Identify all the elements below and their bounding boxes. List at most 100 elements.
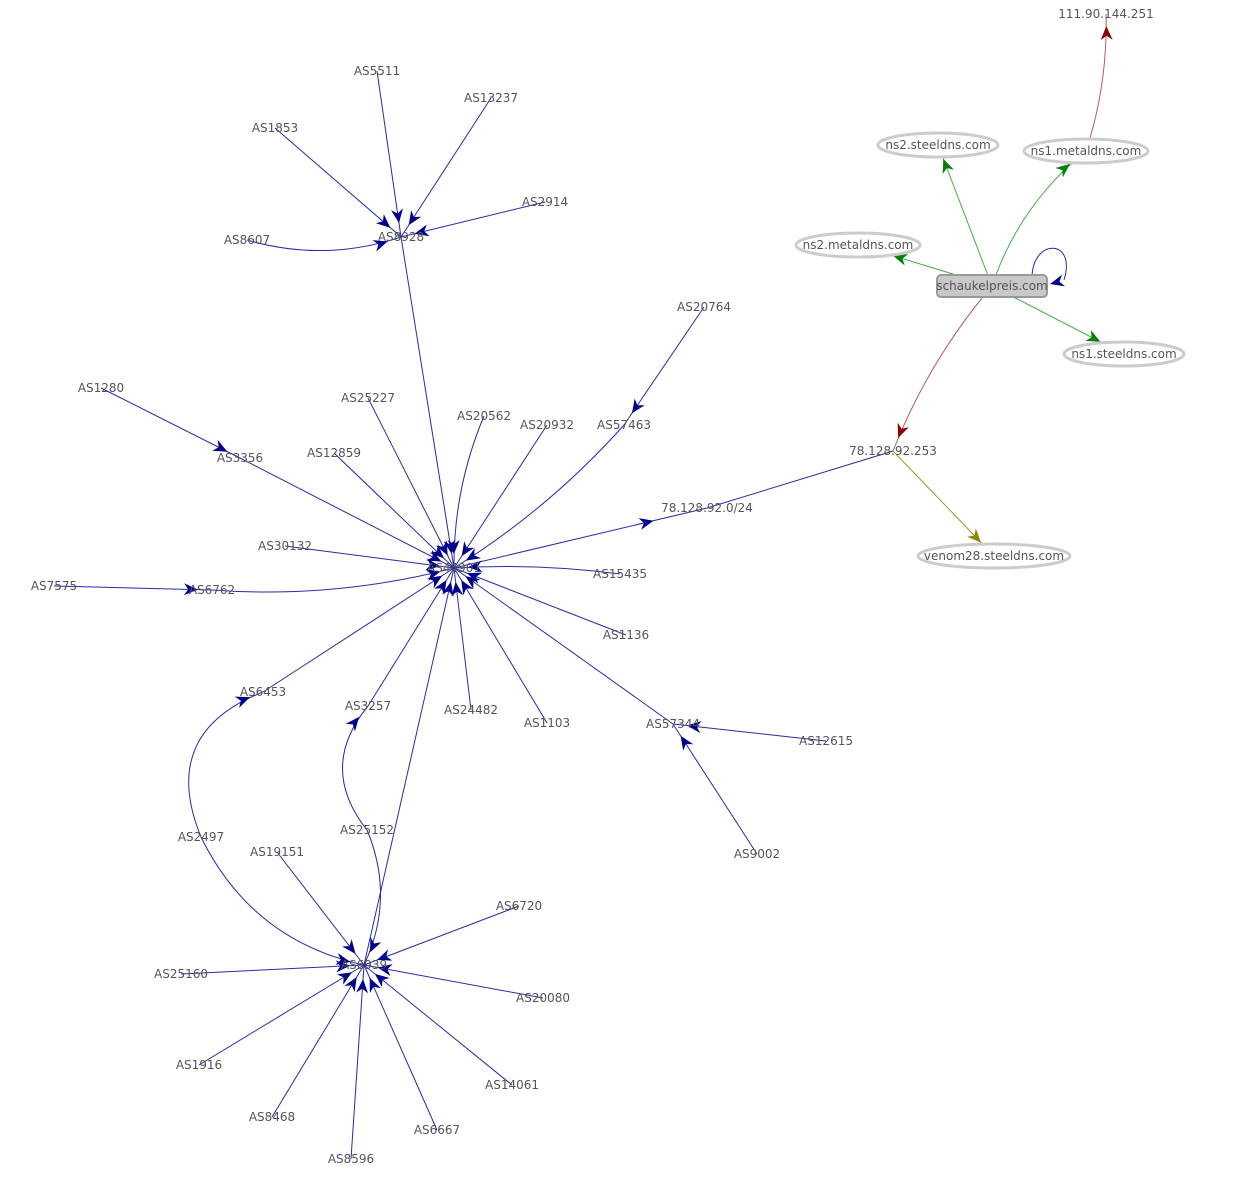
node-ns2metal[interactable]: ns2.metaldns.com [794,231,922,259]
arrowhead-icon [1100,25,1113,41]
node-as8607[interactable]: AS8607 [224,233,270,247]
node-label: ns1.steeldns.com [1071,347,1176,361]
edge-AS1853-to-AS8928[interactable] [274,127,402,238]
edge-ip1-to-prefix[interactable] [706,450,894,509]
node-as13237[interactable]: AS13237 [464,91,518,105]
edge-AS6453-to-AS44901[interactable] [262,567,455,693]
node-label: AS8928 [378,230,424,244]
node-label: AS8607 [224,233,270,247]
node-as12615[interactable]: AS12615 [799,734,853,748]
node-as20080[interactable]: AS20080 [516,991,570,1005]
edge-domain-to-ip1[interactable] [892,285,993,452]
edge-AS6762-to-AS44901[interactable] [211,567,455,593]
node-label: AS25160 [154,967,208,981]
node-label: AS6453 [240,685,286,699]
edge-AS6939-to-AS44901[interactable] [363,567,455,966]
edge-AS6720-to-AS6939[interactable] [363,905,520,966]
arrowhead-icon [426,549,442,562]
node-as6939[interactable]: AS6939 [341,958,387,972]
node-ns2steel[interactable]: ns2.steeldns.com [876,131,1000,159]
edge-AS5511-to-AS8928[interactable] [376,70,402,238]
node-as8468[interactable]: AS8468 [249,1110,295,1124]
edge-AS3356-to-AS44901[interactable] [239,457,455,569]
node-as2497[interactable]: AS2497 [178,830,224,844]
edge-AS8468-to-AS6939[interactable] [271,964,365,1118]
node-domain[interactable]: schaukelpreis.com [936,274,1048,298]
node-as25160[interactable]: AS25160 [154,967,208,981]
node-ns1steel[interactable]: ns1.steeldns.com [1062,340,1186,368]
arrowhead-icon [369,977,381,994]
node-as6453[interactable]: AS6453 [240,685,286,699]
node-as8596[interactable]: AS8596 [328,1152,374,1166]
node-as12859[interactable]: AS12859 [307,446,361,460]
node-as1103[interactable]: AS1103 [524,716,570,730]
node-label: AS1916 [176,1058,222,1072]
arrowhead-icon [461,541,475,557]
node-as57344[interactable]: AS57344 [646,717,700,731]
node-as44901[interactable]: AS44901 [427,561,481,575]
edge-AS8596-to-AS6939[interactable] [350,964,365,1160]
node-as9002[interactable]: AS9002 [734,847,780,861]
edge-domain-to-ns1metal[interactable] [991,150,1087,287]
node-as6762[interactable]: AS6762 [189,583,235,597]
node-as24482[interactable]: AS24482 [444,703,498,717]
edge-AS57463-to-AS44901[interactable] [453,424,625,569]
edge-AS2497-to-AS6939[interactable] [200,836,365,966]
node-as8928[interactable]: AS8928 [378,230,424,244]
edge-AS25160-to-AS6939[interactable] [180,964,365,975]
edge-AS25227-to-AS44901[interactable] [367,397,455,569]
arrowhead-icon [686,721,702,734]
node-as3257[interactable]: AS3257 [345,699,391,713]
edge-AS3257-to-AS44901[interactable] [367,567,455,707]
node-as20764[interactable]: AS20764 [677,300,731,314]
node-as3356[interactable]: AS3356 [217,451,263,465]
node-as25227[interactable]: AS25227 [341,391,395,405]
node-ip2[interactable]: 111.90.144.251 [1058,7,1153,21]
arrowhead-icon [447,539,460,555]
node-as1853[interactable]: AS1853 [252,121,298,135]
node-label: AS14061 [485,1078,539,1092]
node-as20932[interactable]: AS20932 [520,418,574,432]
node-as19151[interactable]: AS19151 [250,845,304,859]
node-as57463[interactable]: AS57463 [597,418,651,432]
node-as20562[interactable]: AS20562 [457,409,511,423]
arrowhead-icon [212,440,228,452]
edge-AS12859-to-AS44901[interactable] [333,452,455,569]
node-as2914[interactable]: AS2914 [522,195,568,209]
node-as6667[interactable]: AS6667 [414,1123,460,1137]
arrowhead-icon [414,224,430,237]
node-label: AS1280 [78,381,124,395]
node-ellipse [876,131,1000,159]
arrowhead-icon [391,208,403,224]
node-as25152[interactable]: AS25152 [340,823,394,837]
node-as30132[interactable]: AS30132 [258,539,312,553]
edge-AS57344-to-AS44901[interactable] [453,567,674,725]
edge-AS8928-to-AS44901[interactable] [400,236,455,569]
edge-AS2497-to-AS6453[interactable] [188,691,264,838]
node-as5511[interactable]: AS5511 [354,64,400,78]
node-ip1[interactable]: 78.128.92.253 [849,444,937,458]
edge-AS44901-to-prefix[interactable] [453,507,708,569]
node-as1916[interactable]: AS1916 [176,1058,222,1072]
node-as1280[interactable]: AS1280 [78,381,124,395]
node-as15435[interactable]: AS15435 [593,567,647,581]
node-ns1metal[interactable]: ns1.metaldns.com [1022,137,1150,165]
edge-AS6667-to-AS6939[interactable] [363,964,438,1131]
edge-AS14061-to-AS6939[interactable] [363,964,513,1086]
node-as7575[interactable]: AS7575 [31,579,77,593]
arrowhead-icon [465,548,481,561]
edge-AS1103-to-AS44901[interactable] [453,567,548,724]
edge-AS20932-to-AS44901[interactable] [453,424,548,569]
node-as1136[interactable]: AS1136 [603,628,649,642]
arrowhead-icon [967,528,982,543]
node-label: schaukelpreis.com [936,279,1047,293]
node-as14061[interactable]: AS14061 [485,1078,539,1092]
node-as6720[interactable]: AS6720 [496,899,542,913]
node-venom[interactable]: venom28.steeldns.com [916,542,1072,570]
edge-AS13237-to-AS8928[interactable] [400,97,492,238]
node-label: ns2.metaldns.com [803,238,914,252]
edge-AS1916-to-AS6939[interactable] [198,964,365,1066]
node-label: AS6720 [496,899,542,913]
node-prefix[interactable]: 78.128.92.0/24 [661,501,753,515]
